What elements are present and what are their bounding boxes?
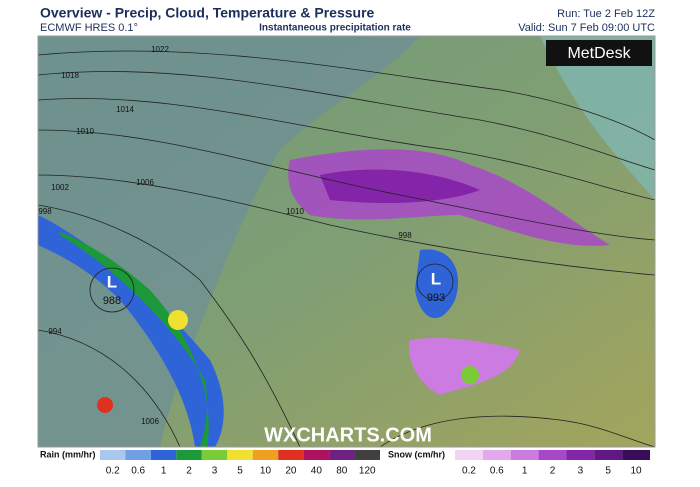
legend-swatch [252,450,279,460]
title: Overview - Precip, Cloud, Temperature & … [40,5,375,21]
legend-label: 10 [260,466,272,477]
legend-swatch [100,450,126,460]
legend-label: 0.2 [106,466,120,477]
legend-swatch [176,450,202,460]
legend-swatch [510,450,539,460]
map [38,36,655,447]
legend-swatch [303,450,330,460]
legend-swatch [482,450,511,460]
isobar-label: 1006 [136,178,154,187]
low-symbol: L [107,272,117,291]
brand: MetDesk [567,45,631,62]
legend-swatch [278,450,304,460]
legend-swatch [455,450,483,460]
watermark: WXCHARTS.COM [264,424,432,446]
rain-core [60,232,209,447]
rain-cell [461,366,479,384]
legend-label: 5 [237,466,243,477]
model: ECMWF HRES 0.1° [40,22,138,34]
isobar-label: 998 [38,207,52,216]
subtitle: Instantaneous precipitation rate [259,23,411,34]
cloud [540,36,655,200]
legend-label: 2 [550,466,556,477]
rain-cell [168,310,188,330]
legend-swatch [125,450,151,460]
low-pressure: 993 [427,292,445,304]
legend-label: 3 [578,466,584,477]
isobar-label: 1006 [141,417,159,426]
legend-label: 3 [212,466,218,477]
legend-swatch [538,450,567,460]
legend-swatch [150,450,177,460]
legend-label: 40 [311,466,323,477]
valid: Valid: Sun 7 Feb 09:00 UTC [518,22,655,34]
isobar-label: 994 [48,327,62,336]
legend-swatch [594,450,623,460]
legend-label: 0.6 [131,466,145,477]
legend-title: Rain (mm/hr) [40,449,96,459]
legend-label: 120 [359,466,376,477]
low-symbol: L [431,269,441,288]
legend-label: 0.6 [490,466,504,477]
legend-swatch [622,450,650,460]
legend-label: 5 [605,466,611,477]
legend-title: Snow (cm/hr) [388,449,445,459]
sea [38,36,420,447]
legend-label: 0.2 [462,466,476,477]
legend-swatch [201,450,228,460]
legend-label: 20 [285,466,297,477]
isobar-label: 1010 [286,207,304,216]
run: Run: Tue 2 Feb 12Z [557,8,655,20]
isobar-label: 1018 [61,71,79,80]
snow-core [320,169,480,203]
legend-label: 1 [522,466,528,477]
legend-swatch [329,450,355,460]
isobar-label: 1002 [51,183,69,192]
isobar-label: 998 [398,231,412,240]
snow-alps [409,338,520,395]
rain-cell [97,397,113,413]
legend-swatch [566,450,595,460]
low-pressure: 988 [103,295,121,307]
rain-front [38,215,224,447]
isobar-label: 1022 [151,45,169,54]
legend-swatch [354,450,380,460]
isobars [38,50,655,447]
isobar-label: 1010 [76,127,94,136]
map-frame [37,35,656,448]
isobar-label: 1014 [116,105,134,114]
brand-box [546,40,652,66]
legend-label: 10 [631,466,643,477]
legend-label: 1 [161,466,167,477]
legend-swatch [227,450,253,460]
legend-label: 80 [336,466,348,477]
legend-label: 2 [186,466,192,477]
